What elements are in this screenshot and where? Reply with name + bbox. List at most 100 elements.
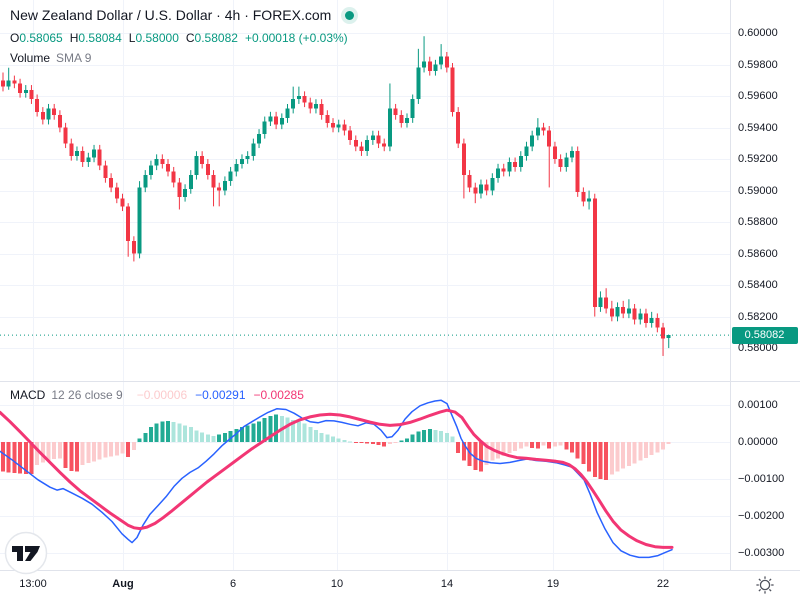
candle bbox=[581, 192, 586, 202]
macd-legend[interactable]: MACD 12 26 close 9 −0.00006 −0.00291 −0.… bbox=[10, 388, 304, 402]
candle bbox=[513, 162, 518, 167]
candle bbox=[40, 111, 45, 120]
price-axis-label: 0.60000 bbox=[738, 27, 778, 40]
volume-params: SMA 9 bbox=[56, 51, 92, 65]
macd-histogram-bar bbox=[80, 442, 85, 465]
candle bbox=[621, 307, 626, 314]
macd-histogram-bar bbox=[643, 442, 648, 458]
candle bbox=[666, 335, 671, 338]
macd-axis-label: −0.00200 bbox=[738, 510, 785, 522]
macd-histogram-bar bbox=[484, 442, 489, 465]
candle bbox=[342, 124, 347, 131]
high-value: 0.58084 bbox=[78, 31, 122, 45]
macd-histogram-bar bbox=[535, 442, 540, 449]
macd-indicator-pane[interactable] bbox=[0, 381, 730, 570]
candle bbox=[661, 327, 666, 339]
candle bbox=[46, 108, 51, 120]
macd-histogram-bar bbox=[370, 442, 375, 444]
low-label: L bbox=[128, 31, 136, 45]
price-chart-pane[interactable] bbox=[0, 0, 730, 381]
macd-histogram-bar bbox=[171, 422, 176, 443]
low-value: 0.58000 bbox=[135, 31, 179, 45]
macd-histogram-bar bbox=[285, 417, 290, 443]
candle bbox=[422, 61, 427, 68]
price-axis-divider bbox=[730, 0, 731, 570]
candle bbox=[285, 108, 290, 119]
candle bbox=[609, 308, 614, 317]
macd-histogram-bar bbox=[217, 434, 222, 443]
macd-histogram-bar bbox=[69, 442, 74, 471]
macd-histogram-bar bbox=[308, 427, 313, 443]
volume-legend[interactable]: Volume SMA 9 bbox=[10, 51, 91, 65]
macd-histogram-bar bbox=[530, 442, 535, 448]
tradingview-logo[interactable] bbox=[4, 531, 48, 575]
open-label: O bbox=[10, 31, 20, 45]
candle bbox=[490, 177, 495, 191]
macd-histogram-bar bbox=[205, 434, 210, 443]
candle bbox=[638, 313, 643, 320]
candle bbox=[592, 198, 597, 308]
candle bbox=[1, 80, 5, 87]
macd-histogram-bar bbox=[444, 432, 449, 443]
candle bbox=[615, 307, 620, 317]
macd-histogram-bar bbox=[291, 419, 296, 443]
candle bbox=[570, 151, 574, 158]
macd-histogram-bar bbox=[120, 442, 125, 454]
candle bbox=[359, 146, 364, 152]
candle bbox=[35, 99, 40, 112]
price-axis-label: 0.59400 bbox=[738, 121, 778, 134]
macd-axis-label: −0.00100 bbox=[738, 473, 785, 485]
macd-histogram-bar bbox=[518, 442, 523, 449]
macd-label[interactable]: MACD bbox=[10, 388, 46, 402]
macd-histogram-bar bbox=[46, 442, 51, 461]
candle bbox=[177, 182, 182, 197]
macd-histogram-bar bbox=[513, 442, 518, 451]
macd-histogram-bar bbox=[103, 442, 108, 458]
settings-gear-icon[interactable] bbox=[755, 575, 775, 595]
candle bbox=[558, 159, 563, 167]
candle bbox=[12, 80, 17, 84]
macd-histogram-bar bbox=[262, 417, 267, 443]
candle bbox=[319, 103, 324, 115]
macd-histogram-bar bbox=[427, 429, 432, 443]
macd-histogram-bar bbox=[575, 442, 580, 459]
candle bbox=[501, 168, 506, 172]
candle bbox=[29, 89, 34, 100]
macd-histogram-bar bbox=[416, 431, 421, 443]
candle bbox=[302, 96, 307, 103]
price-axis-label: 0.59800 bbox=[738, 58, 778, 71]
candle bbox=[217, 187, 222, 191]
macd-histogram-bar bbox=[183, 425, 188, 443]
macd-line-value: −0.00291 bbox=[195, 388, 246, 402]
volume-label[interactable]: Volume bbox=[10, 51, 51, 65]
macd-histogram-bar bbox=[382, 442, 387, 447]
candle bbox=[143, 174, 148, 188]
macd-histogram-bar bbox=[621, 442, 626, 469]
time-axis-label: 13:00 bbox=[19, 578, 47, 590]
candle bbox=[433, 64, 438, 71]
macd-histogram-bar bbox=[609, 442, 614, 475]
candle bbox=[63, 127, 68, 144]
macd-histogram-bar bbox=[211, 436, 216, 443]
candle bbox=[188, 174, 193, 190]
candle bbox=[279, 118, 284, 125]
macd-histogram-bar bbox=[387, 442, 392, 445]
market-status-dot[interactable] bbox=[345, 10, 355, 20]
candle bbox=[331, 122, 336, 128]
symbol-title[interactable]: New Zealand Dollar / U.S. Dollar · 4h · … bbox=[10, 7, 332, 23]
candle bbox=[86, 157, 91, 163]
high-label: H bbox=[69, 31, 79, 45]
macd-histogram-bar bbox=[12, 442, 17, 474]
candle bbox=[234, 163, 239, 172]
price-axis-label: 0.58600 bbox=[738, 247, 778, 260]
macd-histogram-bar bbox=[552, 442, 557, 447]
ohlc-readout: O0.58065 H0.58084 L0.58000 C0.58082 +0.0… bbox=[10, 31, 355, 45]
candle bbox=[239, 159, 244, 164]
macd-histogram-bar bbox=[439, 430, 444, 443]
symbol-legend[interactable]: New Zealand Dollar / U.S. Dollar · 4h · … bbox=[10, 7, 355, 23]
macd-histogram-bar bbox=[558, 442, 563, 446]
last-price-badge: 0.58082 bbox=[731, 326, 798, 344]
price-axis-label: 0.59000 bbox=[738, 184, 778, 197]
price-axis-label: 0.59600 bbox=[738, 90, 778, 103]
price-axis-label: 0.58200 bbox=[738, 310, 778, 323]
